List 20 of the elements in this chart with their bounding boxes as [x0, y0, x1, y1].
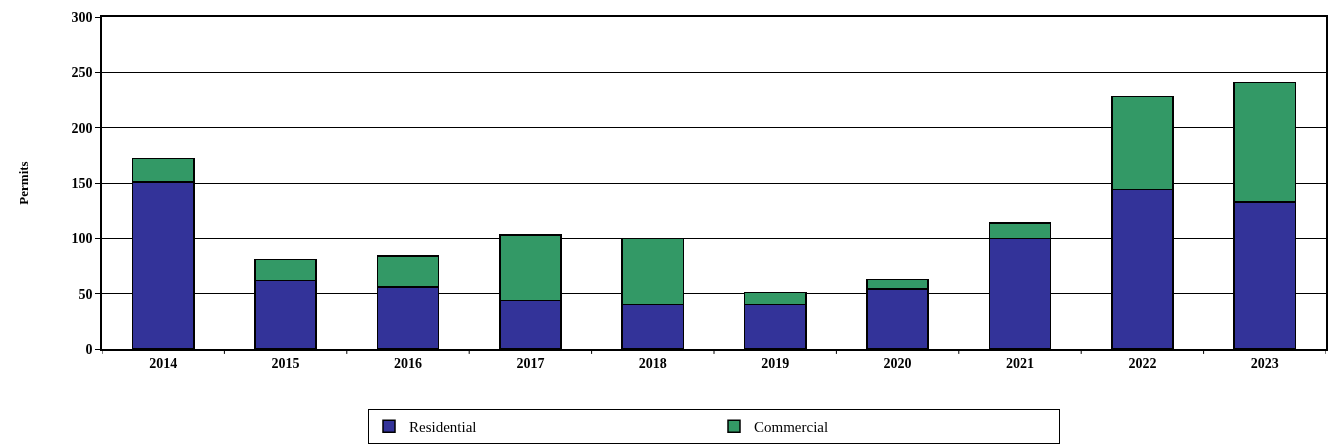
x-tick-label: 2023 — [1250, 355, 1279, 371]
x-tick-label: 2014 — [149, 355, 178, 371]
legend-label: Commercial — [754, 419, 829, 436]
y-axis-title: Permits — [15, 161, 31, 205]
y-tick-label: 150 — [71, 175, 93, 191]
y-tick-label: 100 — [71, 231, 93, 247]
x-tick-label: 2022 — [1128, 355, 1157, 371]
y-tick-label: 50 — [78, 286, 93, 302]
x-tick-label: 2019 — [761, 355, 790, 371]
x-tick-label: 2020 — [883, 355, 912, 371]
x-tick-label: 2015 — [271, 355, 300, 371]
x-tick-label: 2017 — [516, 355, 545, 371]
legend-label: Residential — [409, 419, 477, 436]
y-tick-label: 0 — [85, 341, 93, 357]
y-tick-label: 250 — [71, 65, 93, 81]
x-tick-label: 2016 — [394, 355, 422, 371]
x-tick-label: 2018 — [638, 355, 667, 371]
x-tick-label: 2021 — [1006, 355, 1034, 371]
y-tick-label: 200 — [71, 120, 93, 136]
y-tick-label: 300 — [71, 9, 93, 25]
